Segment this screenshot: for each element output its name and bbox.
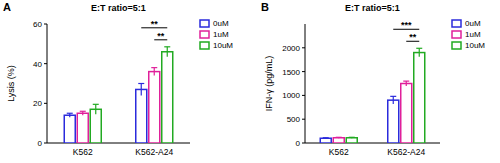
error-cap [323, 137, 329, 138]
y-tick-label: 500 [287, 115, 301, 124]
y-tick-label: 40 [33, 60, 42, 69]
error-stem [419, 48, 420, 57]
x-tick-label: K562-A24 [135, 147, 173, 157]
significance-label: ** [157, 31, 165, 41]
y-tick-label: 2000 [282, 44, 300, 53]
error-cap [349, 137, 355, 138]
error-stem [95, 104, 96, 114]
bars [320, 48, 425, 143]
bar [414, 53, 425, 143]
error-cap [151, 67, 157, 68]
error-stem [167, 47, 168, 57]
error-bar [323, 137, 329, 139]
error-cap [336, 137, 342, 138]
legend-label: 10uM [465, 41, 485, 50]
y-axis [305, 24, 306, 143]
y-tick-label: 60 [33, 20, 42, 29]
panel: B E:T ratio=5:1 0 500 1000 1500 2000 IFN-γ (pg/… [261, 1, 485, 157]
error-cap [164, 46, 170, 47]
y-tick-label: 0 [38, 139, 43, 148]
error-bar [138, 84, 144, 96]
error-stem [406, 81, 407, 86]
error-stem [154, 68, 155, 76]
bar [162, 52, 173, 143]
legend-label: 1uM [465, 30, 481, 39]
significance-label: *** [401, 20, 412, 30]
error-cap [67, 113, 73, 114]
y-tick [44, 63, 47, 64]
bar [77, 113, 88, 143]
y-axis-label: Lysis (%) [6, 65, 16, 102]
legend-swatch [200, 42, 209, 49]
legend-swatch [200, 20, 209, 27]
legend-label: 10uM [213, 41, 233, 50]
y-tick [44, 143, 47, 144]
y-axis [47, 24, 48, 143]
y-tick-label: 1500 [282, 68, 300, 77]
y-tick [44, 103, 47, 104]
y-tick [302, 71, 305, 72]
y-tick [302, 143, 305, 144]
bar [401, 84, 412, 144]
legend-label: 0uM [213, 19, 229, 28]
legend-swatch [452, 42, 461, 49]
error-bar [80, 111, 86, 115]
error-bar [336, 137, 342, 139]
legend-label: 0uM [465, 19, 481, 28]
significance-label: ** [151, 19, 159, 29]
y-tick-label: 0 [296, 139, 301, 148]
x-tick-label: K562-A24 [387, 147, 425, 157]
y-tick [302, 95, 305, 96]
error-stem [393, 96, 394, 104]
x-tick-label: K562 [73, 147, 93, 157]
error-cap [416, 48, 422, 49]
legend-swatch [200, 31, 209, 38]
bars [64, 47, 173, 143]
bar [149, 72, 160, 143]
bar [64, 115, 75, 143]
error-bar [349, 137, 355, 139]
y-tick [302, 119, 305, 120]
error-bar [93, 104, 99, 114]
bar [90, 109, 101, 143]
panel-label: A [3, 1, 11, 13]
error-bar [403, 81, 409, 86]
figure: A E:T ratio=5:1 0 20 40 60 Lysis (%) K562 K562-A… [0, 0, 500, 163]
bar [136, 89, 147, 143]
y-tick-label: 1000 [282, 91, 300, 100]
panel-label: B [261, 1, 269, 13]
error-cap [93, 104, 99, 105]
x-tick-label: K562 [329, 147, 349, 157]
error-bar [151, 68, 157, 76]
error-stem [141, 84, 142, 96]
bar [346, 138, 357, 143]
y-tick [44, 24, 47, 25]
y-tick-label: 20 [33, 99, 42, 108]
legend-swatch [452, 31, 461, 38]
error-bar [164, 47, 170, 57]
title: E:T ratio=5:1 [345, 3, 400, 13]
bar [388, 100, 399, 143]
bar [320, 138, 331, 143]
error-cap [80, 111, 86, 112]
legend-label: 1uM [213, 30, 229, 39]
error-cap [390, 96, 396, 97]
y-axis-label: IFN-γ (pg/mL) [264, 56, 274, 112]
error-cap [403, 81, 409, 82]
bar [333, 138, 344, 143]
error-bar [390, 96, 396, 104]
panel: A E:T ratio=5:1 0 20 40 60 Lysis (%) K562 K562-A… [3, 1, 233, 157]
y-tick [302, 47, 305, 48]
error-cap [138, 83, 144, 84]
error-bar [416, 48, 422, 57]
title: E:T ratio=5:1 [91, 3, 146, 13]
legend-swatch [452, 20, 461, 27]
error-bar [67, 113, 73, 117]
significance-label: ** [409, 32, 417, 42]
